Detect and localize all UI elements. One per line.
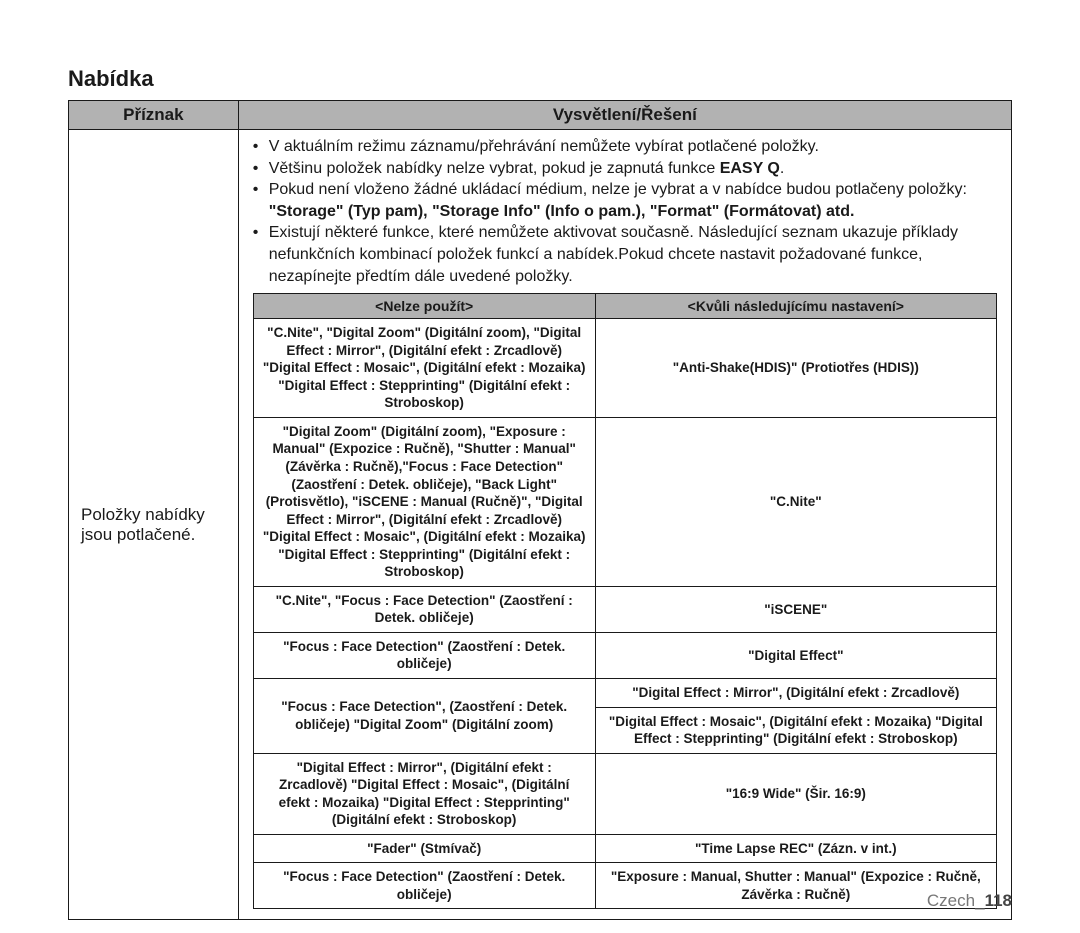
inner-cell-left: "Digital Effect : Mirror", (Digitální ef… [253,753,595,834]
explanation-cell: V aktuálním režimu záznamu/přehrávání ne… [238,130,1011,920]
footer-lang: Czech [927,891,975,910]
inner-cell-left: "C.Nite", "Digital Zoom" (Digitální zoom… [253,319,595,418]
inner-cell-left: "Focus : Face Detection" (Zaostření : De… [253,863,595,909]
page-footer: Czech_118 [927,891,1012,911]
inner-cell-right: "16:9 Wide" (Šir. 16:9) [595,753,996,834]
table-row: "Focus : Face Detection", (Zaostření : D… [253,679,996,708]
bullet-item: Pokud není vloženo žádné ukládací médium… [253,179,997,222]
table-row: "Digital Zoom" (Digitální zoom), "Exposu… [253,417,996,586]
bullet-item: V aktuálním režimu záznamu/přehrávání ne… [253,136,997,158]
inner-header-row: <Nelze použít> <Kvůli následujícímu nast… [253,294,996,319]
table-row: "Fader" (Stmívač)"Time Lapse REC" (Zázn.… [253,834,996,863]
table-row: "C.Nite", "Focus : Face Detection" (Zaos… [253,586,996,632]
inner-cell-right: "Digital Effect" [595,632,996,678]
inner-cell-left: "Fader" (Stmívač) [253,834,595,863]
inner-cell-left: "Focus : Face Detection", (Zaostření : D… [253,679,595,754]
inner-cell-right: "Digital Effect : Mirror", (Digitální ef… [595,679,996,708]
symptom-cell: Položky nabídky jsou potlačené. [69,130,239,920]
outer-table: Příznak Vysvětlení/Řešení Položky nabídk… [68,100,1012,920]
inner-cell-right: "C.Nite" [595,417,996,586]
footer-page: 118 [985,891,1012,910]
bullet-item: Většinu položek nabídky nelze vybrat, po… [253,158,997,180]
table-row: "C.Nite", "Digital Zoom" (Digitální zoom… [253,319,996,418]
table-row: "Focus : Face Detection" (Zaostření : De… [253,632,996,678]
bullet-list: V aktuálním režimu záznamu/přehrávání ne… [253,136,997,287]
inner-header-col2: <Kvůli následujícímu nastavení> [595,294,996,319]
page-title: Nabídka [68,66,1012,92]
inner-cell-left: "Digital Zoom" (Digitální zoom), "Exposu… [253,417,595,586]
page: Nabídka Příznak Vysvětlení/Řešení Položk… [0,0,1080,933]
inner-cell-left: "Focus : Face Detection" (Zaostření : De… [253,632,595,678]
inner-cell-right: "iSCENE" [595,586,996,632]
inner-cell-left: "C.Nite", "Focus : Face Detection" (Zaos… [253,586,595,632]
inner-cell-right: "Time Lapse REC" (Zázn. v int.) [595,834,996,863]
outer-body-row: Položky nabídky jsou potlačené. V aktuál… [69,130,1012,920]
inner-table: <Nelze použít> <Kvůli následujícímu nast… [253,293,997,909]
inner-header-col1: <Nelze použít> [253,294,595,319]
table-row: "Focus : Face Detection" (Zaostření : De… [253,863,996,909]
inner-cell-right: "Digital Effect : Mosaic", (Digitální ef… [595,707,996,753]
outer-header-col2: Vysvětlení/Řešení [238,101,1011,130]
bullet-item: Existují některé funkce, které nemůžete … [253,222,997,287]
inner-table-body: "C.Nite", "Digital Zoom" (Digitální zoom… [253,319,996,909]
table-row: "Digital Effect : Mirror", (Digitální ef… [253,753,996,834]
outer-header-row: Příznak Vysvětlení/Řešení [69,101,1012,130]
outer-header-col1: Příznak [69,101,239,130]
inner-cell-right: "Anti-Shake(HDIS)" (Protiotřes (HDIS)) [595,319,996,418]
